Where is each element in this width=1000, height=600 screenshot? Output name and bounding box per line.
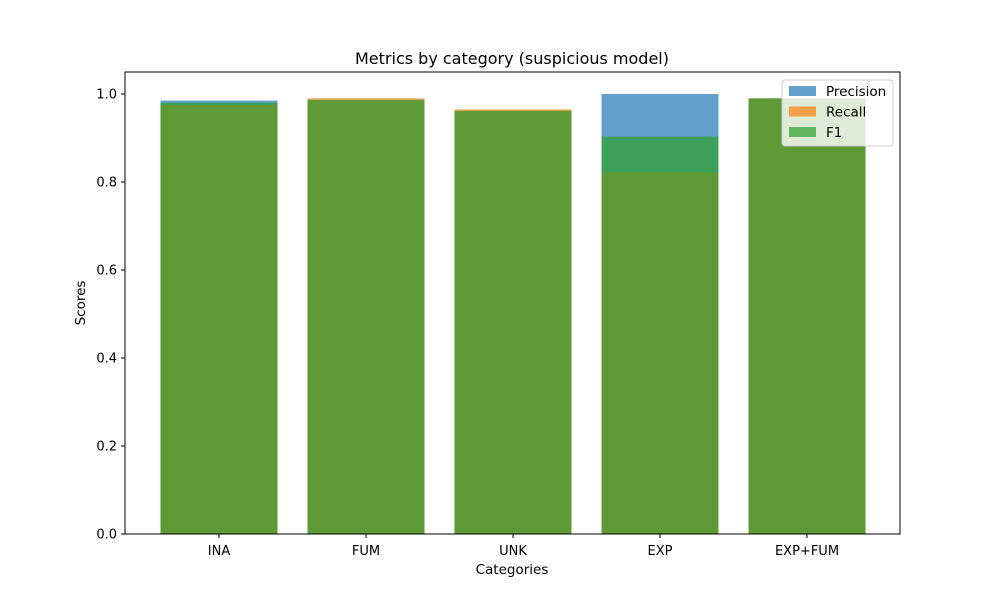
y-tick-label: 0.4 bbox=[96, 352, 117, 367]
bar-f1-exp-fum bbox=[748, 98, 866, 535]
x-tick-label: EXP bbox=[648, 544, 673, 559]
bar-f1-exp bbox=[601, 136, 719, 534]
y-axis: 0.0 0.2 0.4 0.6 0.8 1.0 bbox=[96, 88, 125, 543]
x-tick-label: FUM bbox=[352, 544, 380, 559]
legend-swatch-precision bbox=[789, 86, 816, 96]
legend: Precision Recall F1 bbox=[781, 79, 894, 147]
bar-f1-fum bbox=[307, 99, 425, 534]
x-tick-label: EXP+FUM bbox=[775, 544, 839, 559]
legend-swatch-f1 bbox=[789, 127, 816, 137]
legend-label-f1: F1 bbox=[826, 125, 842, 141]
x-tick-label: INA bbox=[208, 544, 231, 559]
y-tick-label: 0.0 bbox=[96, 528, 117, 543]
y-tick-label: 0.6 bbox=[96, 264, 117, 279]
bars-layer bbox=[160, 94, 866, 535]
y-tick-label: 0.8 bbox=[96, 176, 117, 191]
x-axis-label: Categories bbox=[476, 562, 549, 578]
y-tick-label: 1.0 bbox=[96, 88, 117, 103]
chart-title: Metrics by category (suspicious model) bbox=[355, 49, 669, 68]
y-tick-label: 0.2 bbox=[96, 440, 117, 455]
legend-label-recall: Recall bbox=[826, 105, 866, 121]
bar-f1-unk bbox=[454, 110, 572, 534]
y-axis-label: Scores bbox=[73, 281, 89, 326]
bar-f1-ina bbox=[160, 102, 278, 535]
x-axis: INA FUM UNK EXP EXP+FUM bbox=[208, 534, 839, 559]
legend-label-precision: Precision bbox=[826, 84, 886, 100]
x-tick-label: UNK bbox=[499, 544, 527, 559]
legend-swatch-recall bbox=[789, 106, 816, 117]
